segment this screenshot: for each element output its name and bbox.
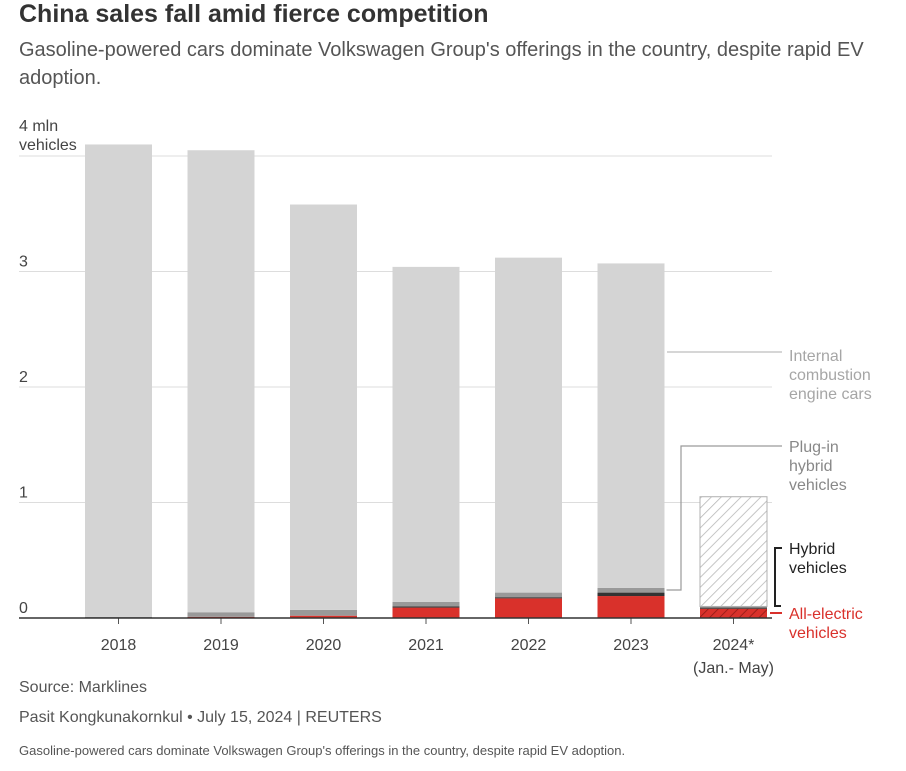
bar-plug-in-hybrid-vehicles: [290, 609, 357, 616]
bar-internal-combustion-engine-cars: [85, 144, 152, 617]
bar-hybrid-vehicles: [392, 606, 460, 608]
series-label-hybrid: Hybrid: [789, 541, 835, 558]
x-tick-label: 2023: [613, 637, 649, 654]
series-label-hybrid: vehicles: [789, 560, 847, 577]
y-axis-label: vehicles: [19, 137, 77, 154]
y-tick-label: 2: [19, 369, 28, 386]
bar-internal-combustion-engine-cars: [597, 263, 665, 588]
chart-subtitle: Gasoline-powered cars dominate Volkswage…: [19, 39, 864, 89]
y-tick-label: 1: [19, 485, 28, 502]
bar-hybrid-vehicles: [597, 592, 665, 597]
x-tick-label: 2018: [101, 637, 137, 654]
bar-internal-combustion-engine-cars: [495, 257, 562, 593]
y-tick-label: 3: [19, 254, 28, 271]
bar-internal-combustion-engine-cars: [187, 150, 255, 613]
byline: Pasit Kongkunakornkul • July 15, 2024 | …: [19, 709, 382, 726]
series-label-ev: All-electric: [789, 606, 863, 623]
bar-plug-in-hybrid-vehicles: [495, 592, 562, 598]
x-tick-label: 2021: [408, 637, 444, 654]
bar-plug-in-hybrid-vehicles: [187, 612, 255, 617]
series-label-ice: Internal: [789, 348, 842, 365]
bar-internal-combustion-engine-cars: [699, 496, 768, 607]
bar-internal-combustion-engine-cars: [290, 204, 357, 610]
bar-hybrid-vehicles: [700, 607, 767, 609]
bar-plug-in-hybrid-vehicles: [597, 587, 665, 593]
series-label-ice: engine cars: [789, 386, 872, 403]
x-tick-label: 2024*: [713, 637, 755, 654]
bar-all-electric-vehicles: [597, 596, 665, 618]
bar-internal-combustion-engine-cars: [392, 266, 460, 602]
x-tick-label: 2020: [306, 637, 342, 654]
series-label-phev: vehicles: [789, 477, 847, 494]
label-connector: [666, 445, 782, 591]
series-label-ev: vehicles: [789, 625, 847, 642]
series-label-ice: combustion: [789, 367, 871, 384]
bar-all-electric-vehicles: [392, 607, 460, 618]
bar-all-electric-vehicles: [700, 608, 767, 618]
source-note: Source: Marklines: [19, 679, 148, 696]
chart-title: China sales fall amid fierce competition: [19, 0, 489, 28]
series-label-phev: hybrid: [789, 458, 833, 475]
x-tick-label: 2019: [203, 637, 239, 654]
caption: Gasoline-powered cars dominate Volkswage…: [19, 743, 626, 758]
bar-all-electric-vehicles: [495, 598, 562, 618]
label-connector: [774, 547, 782, 607]
y-tick-label: 0: [19, 600, 28, 617]
series-label-phev: Plug-in: [789, 439, 839, 456]
stacked-bar-chart: 0 1 2 3 4 mln vehicles 2018 2019 2020 2021 2022 202…: [19, 118, 872, 677]
x-tick-label: 2022: [511, 637, 547, 654]
x-tick-sublabel: (Jan.- May): [693, 660, 774, 677]
bar-plug-in-hybrid-vehicles: [700, 606, 767, 608]
y-axis-label: 4 mln: [19, 118, 58, 135]
bar-hybrid-vehicles: [495, 597, 562, 599]
bar-all-electric-vehicles: [290, 615, 357, 618]
bar-plug-in-hybrid-vehicles: [392, 601, 460, 607]
